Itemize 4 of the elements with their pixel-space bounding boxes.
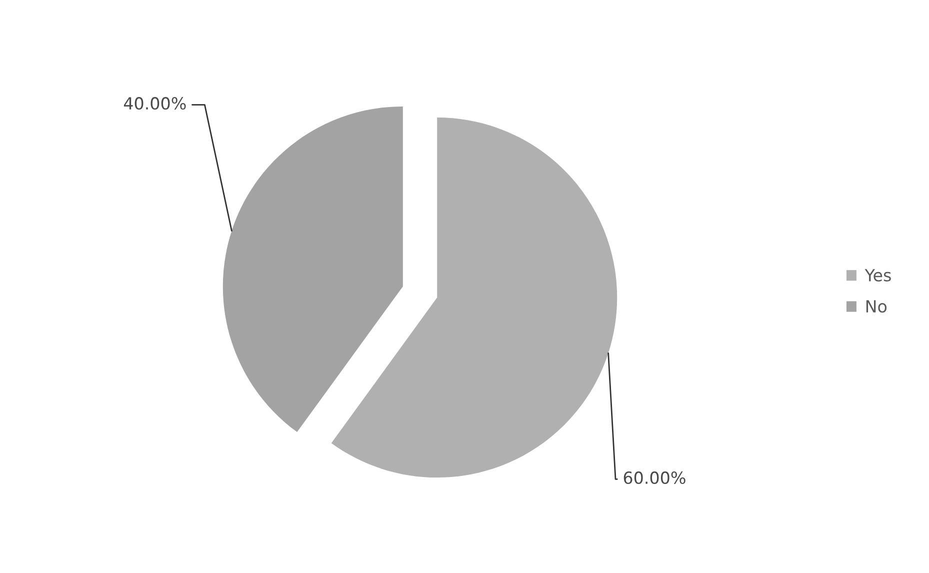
data-label: 60.00% <box>624 471 686 484</box>
legend-label: No <box>866 300 887 313</box>
data-label: 40.00% <box>124 97 186 110</box>
legend-label: Yes <box>864 269 891 282</box>
